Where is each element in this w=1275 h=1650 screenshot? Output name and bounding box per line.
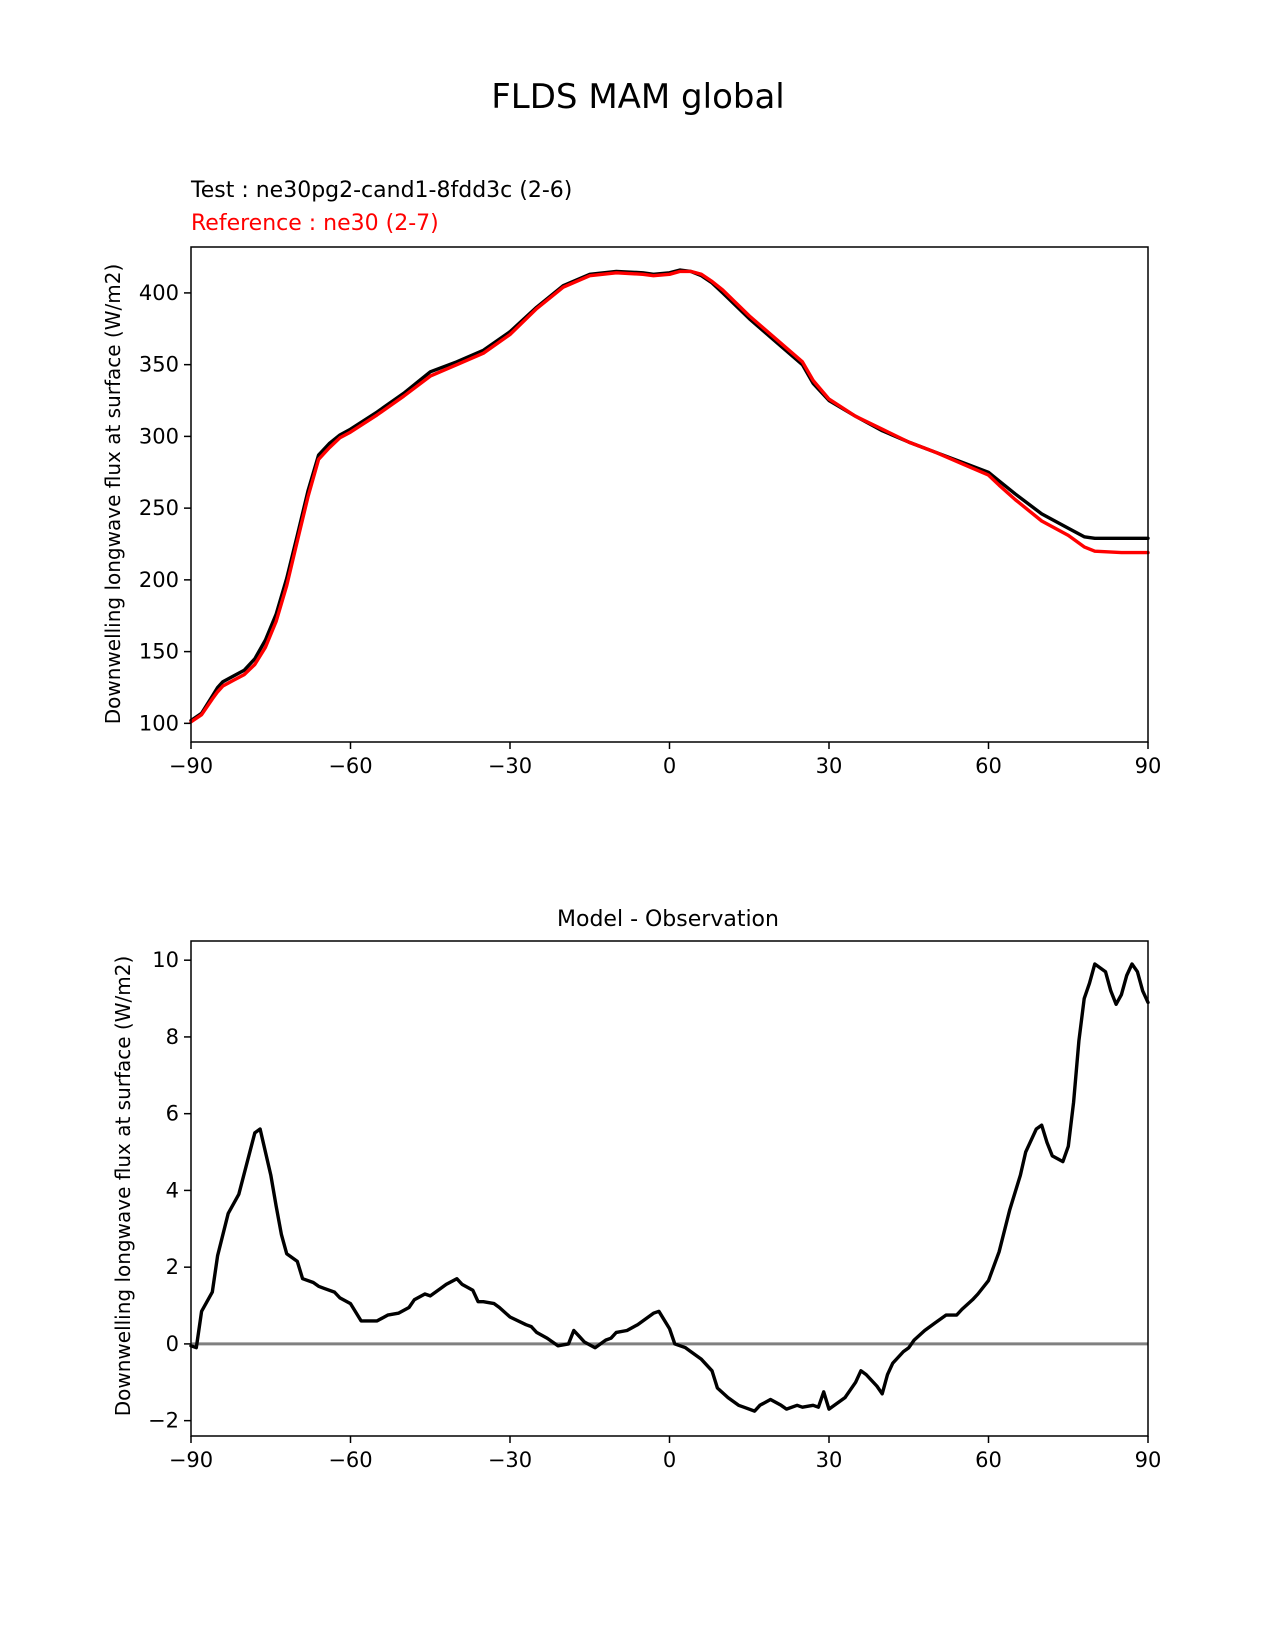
- top-plot-area: −90 −60 −30 0 30 60 90 100 150 200 250 300 350 400: [139, 246, 1162, 778]
- bottom-y-tick-label: 10: [152, 948, 179, 972]
- bottom-y-tick-label: 0: [166, 1332, 179, 1356]
- bottom-plot-area: −90 −60 −30 0 30 60 90 −2 0 2 4 6 8 10: [148, 940, 1162, 1472]
- bottom-x-tick-label: 90: [1135, 1448, 1162, 1472]
- top-y-tick-label: 400: [139, 281, 179, 305]
- bottom-y-tick-label: 2: [166, 1255, 179, 1279]
- bottom-x-tick-label: −60: [328, 1448, 372, 1472]
- top-y-tick-label: 100: [139, 711, 179, 735]
- bottom-panel: Model - Observation Downwelling longwave…: [111, 907, 1161, 1472]
- top-panel: Test : ne30pg2-cand1-8fdd3c (2-6) Refere…: [101, 178, 1161, 778]
- top-x-tick-label: −30: [488, 754, 532, 778]
- top-x-tick-label: 30: [816, 754, 843, 778]
- reference-label: Reference : ne30 (2-7): [191, 211, 439, 236]
- top-x-tick-label: 0: [663, 754, 676, 778]
- bottom-y-tick-label: 8: [166, 1025, 179, 1049]
- top-x-tick-label: 90: [1135, 754, 1162, 778]
- top-x-tick-label: −60: [328, 754, 372, 778]
- bottom-y-tick-label: −2: [148, 1409, 179, 1433]
- top-x-tick-label: 60: [975, 754, 1002, 778]
- top-y-tick-label: 350: [139, 353, 179, 377]
- top-series-reference: [189, 269, 1150, 724]
- bottom-x-tick-label: 30: [816, 1448, 843, 1472]
- bottom-series-model-observation: [189, 962, 1150, 1413]
- bottom-y-tick-label: 6: [166, 1102, 179, 1126]
- bottom-x-tick-label: 0: [663, 1448, 676, 1472]
- bottom-title: Model - Observation: [557, 907, 779, 932]
- top-x-tick-label: −90: [169, 754, 213, 778]
- bottom-x-tick-label: 60: [975, 1448, 1002, 1472]
- top-ylabel: Downwelling longwave flux at surface (W/…: [101, 264, 125, 725]
- bottom-x-tick-label: −90: [169, 1448, 213, 1472]
- top-y-tick-label: 250: [139, 496, 179, 520]
- figure-title: FLDS MAM global: [491, 77, 785, 117]
- top-y-tick-label: 150: [139, 640, 179, 664]
- test-label: Test : ne30pg2-cand1-8fdd3c (2-6): [190, 178, 572, 203]
- top-y-tick-label: 200: [139, 568, 179, 592]
- bottom-x-tick-label: −30: [488, 1448, 532, 1472]
- bottom-ylabel: Downwelling longwave flux at surface (W/…: [111, 956, 135, 1417]
- top-y-tick-label: 300: [139, 424, 179, 448]
- bottom-y-tick-label: 4: [166, 1178, 179, 1202]
